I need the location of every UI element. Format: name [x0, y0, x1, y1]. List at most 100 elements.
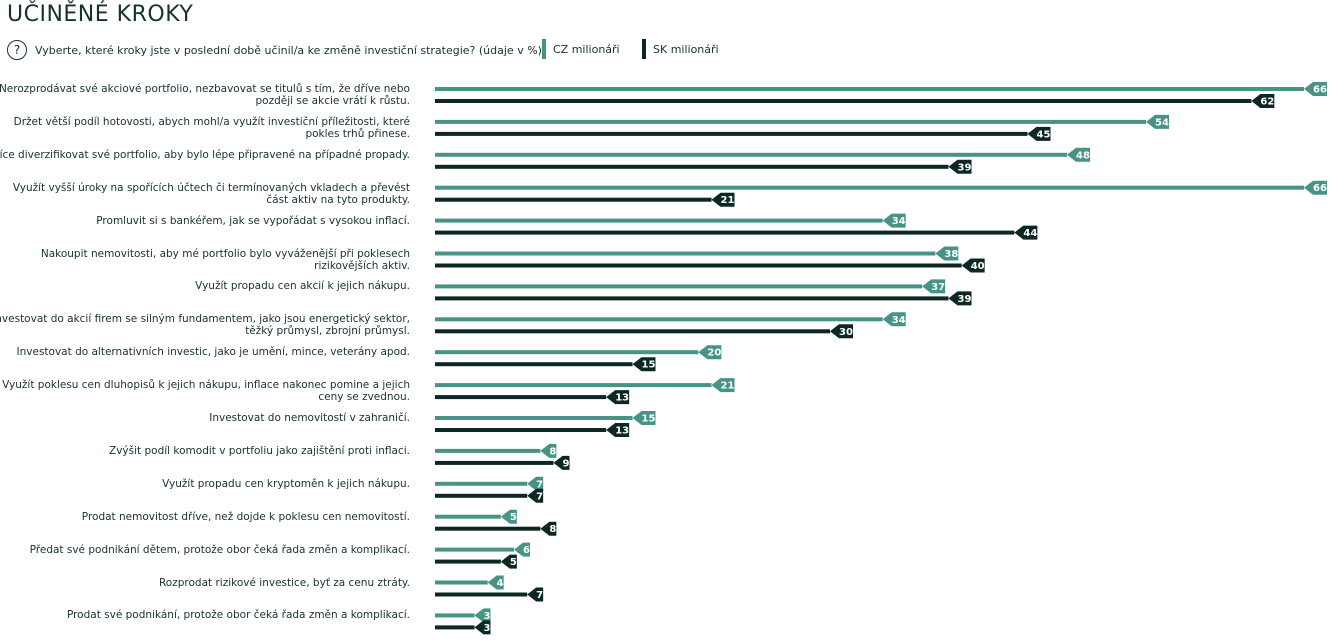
value-tag-sk [711, 192, 735, 207]
category-label: Promluvit si s bankéřem, jak se vypořáda… [0, 215, 410, 227]
value-label-cz: 37 [931, 282, 945, 293]
value-label-cz: 66 [1313, 85, 1327, 96]
bar-sk [435, 395, 607, 400]
category-label: Nerozprodávat své akciové portfolio, nez… [0, 83, 410, 107]
value-tag-cz [922, 279, 946, 294]
question-circle-icon: ? [7, 40, 27, 60]
category-label: Prodat své podnikání, protože obor čeká … [0, 609, 410, 621]
bar-cz [435, 119, 1146, 124]
value-tag-cz [474, 608, 491, 623]
bar-sk [435, 526, 541, 531]
value-tag-sk [606, 390, 630, 405]
legend-label-cz: CZ milionáři [553, 42, 620, 56]
bar-sk [435, 99, 1252, 103]
value-label-cz: 8 [549, 446, 556, 457]
value-label-sk: 44 [1023, 228, 1037, 239]
bar-sk [435, 329, 830, 334]
value-label-cz: 20 [707, 348, 721, 359]
value-tag-sk [474, 620, 491, 635]
category-label: Více diverzifikovat své portfolio, aby b… [0, 149, 410, 161]
category-label-line: Prodat své podnikání, protože obor čeká … [66, 609, 410, 622]
bar-sk [435, 625, 475, 630]
value-label-cz: 5 [510, 512, 517, 523]
category-label-line: Předat své podnikání dětem, protože obor… [29, 543, 410, 556]
value-label-sk: 13 [615, 426, 629, 437]
value-label-cz: 34 [892, 315, 906, 326]
value-label-sk: 62 [1260, 97, 1274, 108]
value-label-sk: 9 [563, 458, 570, 469]
bar-sk [435, 592, 528, 597]
category-label: Rozprodat rizikové investice, byť za cen… [0, 577, 410, 589]
bar-cz [435, 580, 488, 585]
value-tag-cz [527, 476, 544, 491]
value-label-sk: 40 [971, 261, 985, 272]
bar-cz [435, 218, 883, 223]
bar-cz [435, 317, 883, 322]
legend-item-cz: CZ milionáři [542, 39, 620, 59]
value-label-sk: 7 [536, 491, 543, 502]
legend-item-sk: SK milionáři [642, 39, 719, 59]
bar-sk [435, 131, 1028, 136]
value-label-sk: 15 [642, 360, 656, 371]
value-tag-sk [948, 159, 972, 174]
category-label-line: Využít poklesu cen dluhopisů k jejich ná… [2, 379, 410, 392]
value-label-sk: 39 [958, 162, 972, 173]
value-tag-sk [553, 455, 570, 470]
value-tag-sk [606, 423, 630, 437]
value-label-cz: 6 [523, 545, 530, 556]
bar-cz [435, 383, 712, 388]
value-label-sk: 3 [484, 623, 491, 634]
bar-cz [435, 613, 475, 618]
category-label-line: později se akcie vrátí k růstu. [255, 95, 410, 107]
value-tag-sk [540, 521, 557, 536]
value-label-cz: 3 [484, 611, 491, 622]
category-label-line: Promluvit si s bankéřem, jak se vypořáda… [96, 214, 410, 227]
bar-sk [435, 428, 607, 432]
category-label-line: Využít propadu cen akcií k jejich nákupu… [195, 280, 410, 293]
value-tag-sk [527, 488, 544, 503]
value-tag-sk [961, 258, 985, 273]
category-label-line: Prodat nemovitost dříve, než dojde k pok… [81, 510, 410, 523]
chart-title: UČINĚNÉ KROKY [7, 2, 194, 27]
value-tag-cz [711, 378, 735, 393]
bar-cz [435, 547, 514, 552]
bar-cz [435, 514, 501, 519]
value-tag-sk [1014, 225, 1038, 240]
bar-sk [435, 230, 1015, 235]
category-label-line: Nerozprodávat své akciové portfolio, nez… [0, 83, 410, 95]
category-label-line: Držet větší podíl hotovosti, abych mohl/… [13, 115, 410, 128]
value-label-sk: 5 [510, 557, 517, 568]
value-tag-cz [487, 575, 504, 590]
value-label-sk: 39 [958, 294, 972, 305]
category-label-line: Zvýšit podíl komodit v portfoliu jako za… [109, 444, 410, 457]
bar-cz [435, 185, 1304, 190]
value-tag-cz [1067, 147, 1090, 162]
value-label-sk: 8 [549, 524, 556, 535]
value-label-cz: 4 [497, 578, 504, 589]
category-label: Zvýšit podíl komodit v portfoliu jako za… [0, 445, 410, 457]
value-tag-sk [632, 357, 656, 372]
bar-sk [435, 296, 949, 301]
legend-swatch-cz [542, 39, 546, 59]
bar-cz [435, 152, 1067, 157]
value-label-cz: 7 [536, 479, 543, 490]
bar-cz [435, 87, 1304, 91]
value-tag-cz [882, 213, 906, 228]
value-tag-cz [540, 443, 557, 458]
bar-cz [435, 416, 633, 420]
value-tag-cz [882, 312, 906, 327]
bar-cz [435, 350, 699, 355]
bar-sk [435, 164, 949, 169]
category-label-line: Nakoupit nemovitosti, aby mé portfolio b… [40, 247, 410, 260]
value-label-cz: 15 [642, 414, 656, 425]
value-tag-sk [1251, 94, 1275, 108]
value-label-cz: 34 [892, 216, 906, 227]
category-label: Využít vyšší úroky na spořících účtech č… [0, 182, 410, 206]
category-label-line: Využít propadu cen kryptoměn k jejich ná… [162, 477, 410, 490]
value-tag-sk [1027, 126, 1051, 141]
value-tag-cz [500, 509, 517, 524]
category-label-line: část aktiv na tyto produkty. [266, 193, 410, 206]
category-label: Investovat do nemovitostí v zahraničí. [0, 412, 410, 424]
category-label: Investovat do alternativních investic, j… [0, 346, 410, 358]
